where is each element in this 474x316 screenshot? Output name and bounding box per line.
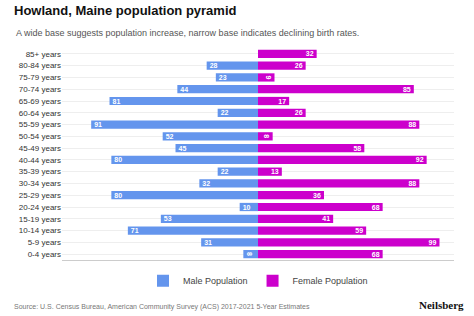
svg-text:88: 88 [408,180,416,187]
svg-text:23: 23 [219,74,227,81]
svg-text:9: 9 [265,75,272,79]
svg-text:85: 85 [403,86,411,93]
svg-text:22: 22 [221,168,229,175]
svg-text:60-64 years: 60-64 years [19,109,61,118]
svg-text:10-14 years: 10-14 years [19,226,61,235]
svg-text:81: 81 [113,98,121,105]
svg-text:25-29 years: 25-29 years [19,191,61,200]
svg-text:Female Population: Female Population [293,276,368,286]
svg-text:Source: U.S. Census Bureau, Am: Source: U.S. Census Bureau, American Com… [14,303,310,311]
svg-text:91: 91 [94,121,102,128]
svg-text:13: 13 [271,168,279,175]
svg-text:32: 32 [202,180,210,187]
svg-text:15-19 years: 15-19 years [19,215,61,224]
svg-text:26: 26 [295,109,303,116]
svg-text:8: 8 [263,134,270,138]
svg-text:45: 45 [179,145,187,152]
svg-text:53: 53 [164,215,172,222]
svg-text:92: 92 [416,156,424,163]
svg-text:26: 26 [295,62,303,69]
svg-text:55-59 years: 55-59 years [19,120,61,129]
svg-text:Male Population: Male Population [183,276,248,286]
svg-text:36: 36 [313,192,321,199]
svg-text:22: 22 [221,109,229,116]
svg-text:Neilsberg: Neilsberg [419,299,464,311]
svg-text:35-39 years: 35-39 years [19,167,61,176]
svg-text:30-34 years: 30-34 years [19,179,61,188]
svg-text:45-49 years: 45-49 years [19,144,61,153]
svg-text:32: 32 [306,50,314,57]
svg-text:75-79 years: 75-79 years [19,73,61,82]
svg-text:88: 88 [408,121,416,128]
svg-text:A wide base suggests populatio: A wide base suggests population increase… [16,28,359,38]
svg-text:8: 8 [246,252,253,256]
svg-text:20-24 years: 20-24 years [19,203,61,212]
svg-text:5-9 years: 5-9 years [28,238,61,247]
svg-text:41: 41 [322,215,330,222]
svg-text:40-44 years: 40-44 years [19,156,61,165]
svg-text:0-4 years: 0-4 years [28,250,61,259]
svg-text:70-74 years: 70-74 years [19,85,61,94]
svg-text:31: 31 [204,239,212,246]
svg-text:68: 68 [372,251,380,258]
svg-text:28: 28 [210,62,218,69]
svg-text:85+ years: 85+ years [26,50,61,59]
svg-text:68: 68 [372,204,380,211]
svg-text:50-54 years: 50-54 years [19,132,61,141]
svg-text:59: 59 [355,227,363,234]
svg-text:17: 17 [278,98,286,105]
svg-text:80-84 years: 80-84 years [19,61,61,70]
svg-text:44: 44 [180,86,188,93]
svg-text:80: 80 [114,156,122,163]
svg-text:52: 52 [166,133,174,140]
svg-text:71: 71 [131,227,139,234]
svg-text:99: 99 [429,239,437,246]
svg-text:65-69 years: 65-69 years [19,97,61,106]
svg-text:Howland, Maine population pyra: Howland, Maine population pyramid [14,3,237,18]
svg-text:80: 80 [114,192,122,199]
svg-text:58: 58 [353,145,361,152]
svg-text:10: 10 [243,204,251,211]
